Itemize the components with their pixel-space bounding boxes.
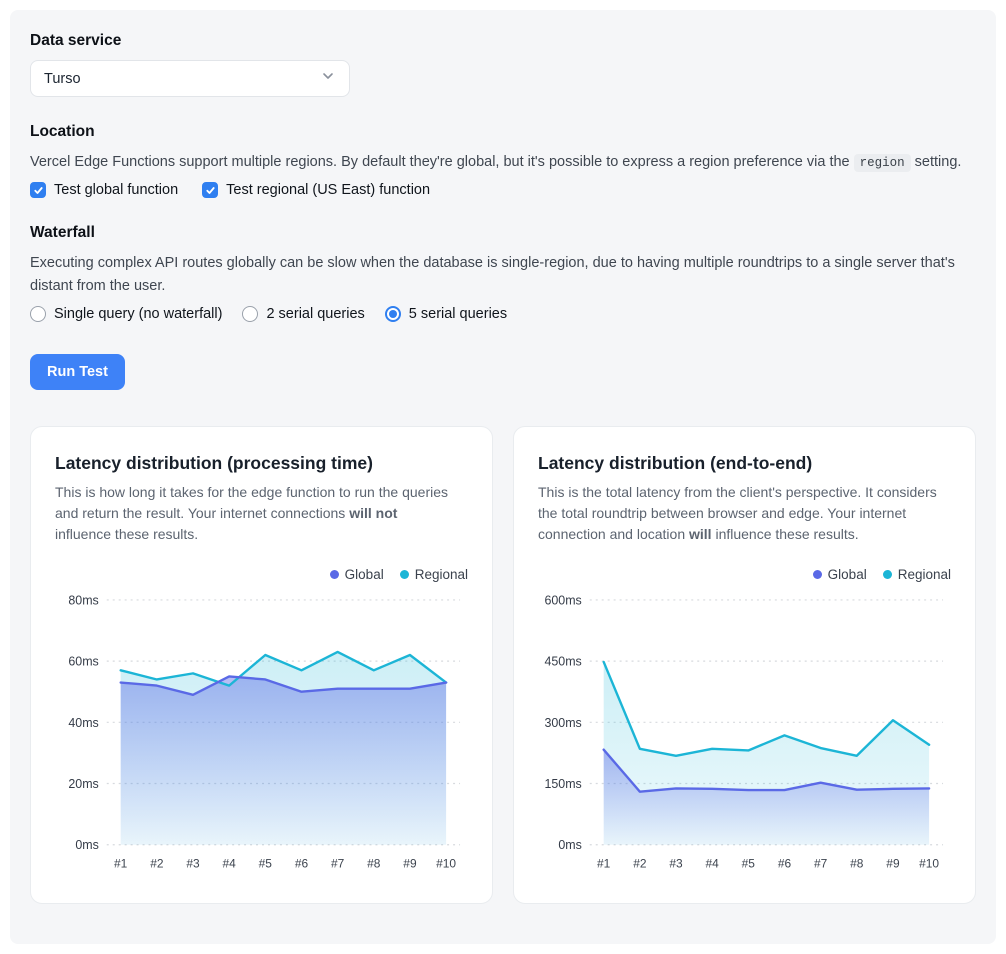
svg-text:#4: #4 [223,857,237,871]
svg-text:600ms: 600ms [544,594,581,608]
checkbox-icon[interactable] [30,182,46,199]
radio-5-serial-queries[interactable]: 5 serial queries [384,306,508,323]
svg-text:#6: #6 [778,857,792,871]
location-label: Location [30,123,95,140]
location-checkbox-group: Test global function Test regional (US E… [30,182,976,199]
radio-icon[interactable] [30,306,46,323]
checkbox-icon[interactable] [202,182,219,199]
data-service-select[interactable]: Turso [30,60,350,97]
chevron-down-icon [320,68,336,89]
app-container: Data service Turso Location Vercel Edge … [10,10,996,944]
card-description: This is how long it takes for the edge f… [55,484,449,543]
waterfall-radio-group: Single query (no waterfall) 2 serial que… [30,306,976,323]
radio-icon[interactable] [242,306,259,323]
checkbox-label: Test regional (US East) function [226,182,431,199]
regional-series-dot-icon [399,570,409,580]
radio-2-serial-queries[interactable]: 2 serial queries [242,306,365,323]
svg-text:#2: #2 [633,857,647,871]
svg-text:60ms: 60ms [68,655,98,669]
svg-text:#8: #8 [367,857,381,871]
radio-icon[interactable] [384,306,401,323]
chart-legend: Global Regional [55,567,468,582]
legend-item-regional: Regional [399,567,468,582]
svg-text:40ms: 40ms [68,716,98,730]
svg-text:0ms: 0ms [558,839,581,853]
svg-text:#7: #7 [331,857,345,871]
run-test-button[interactable]: Run Test [30,354,125,391]
card-description: This is the total latency from the clien… [538,484,937,543]
svg-text:450ms: 450ms [544,655,581,669]
latency-processing-chart: 0ms 20ms 40ms 60ms 80ms #1 #2 #3 #4 #5 #6 #7 #8 #9 #10 [68,594,461,871]
svg-text:80ms: 80ms [68,594,98,608]
regional-series-dot-icon [882,570,892,580]
svg-text:#5: #5 [259,857,273,871]
svg-text:#8: #8 [850,857,864,871]
svg-text:#5: #5 [742,857,756,871]
legend-item-global: Global [812,567,867,582]
global-series-dot-icon [329,570,339,580]
svg-text:#1: #1 [597,857,611,871]
svg-text:#1: #1 [114,857,128,871]
radio-label: Single query (no waterfall) [54,306,223,323]
card-title: Latency distribution (end-to-end) [538,453,813,474]
svg-text:0ms: 0ms [75,839,98,853]
svg-text:#7: #7 [814,857,828,871]
svg-text:#3: #3 [669,857,683,871]
svg-text:#9: #9 [403,857,417,871]
svg-text:20ms: 20ms [68,777,98,791]
checkbox-test-regional[interactable]: Test regional (US East) function [202,182,431,199]
charts-row: Latency distribution (processing time) T… [30,426,976,904]
checkbox-test-global[interactable]: Test global function [30,182,179,199]
svg-text:#9: #9 [886,857,900,871]
data-service-selected-value: Turso [44,70,81,87]
checkbox-label: Test global function [54,182,179,199]
chart-legend: Global Regional [538,567,951,582]
global-series-dot-icon [812,570,822,580]
svg-text:#6: #6 [295,857,309,871]
data-service-label: Data service [30,32,122,49]
card-latency-processing: Latency distribution (processing time) T… [30,426,493,904]
svg-text:#10: #10 [919,857,939,871]
svg-text:#2: #2 [150,857,164,871]
radio-single-query[interactable]: Single query (no waterfall) [30,306,223,323]
card-title: Latency distribution (processing time) [55,453,373,474]
legend-item-global: Global [329,567,384,582]
svg-text:150ms: 150ms [544,777,581,791]
svg-text:#10: #10 [436,857,456,871]
latency-end-to-end-chart: 0ms 150ms 300ms 450ms 600ms #1 #2 #3 #4 #5 #6 #7 #8 #… [544,594,944,871]
legend-item-regional: Regional [882,567,951,582]
radio-label: 2 serial queries [266,306,365,323]
waterfall-description: Executing complex API routes globally ca… [30,255,955,294]
svg-text:#3: #3 [186,857,200,871]
waterfall-label: Waterfall [30,224,95,242]
svg-text:300ms: 300ms [544,716,581,730]
svg-text:#4: #4 [706,857,720,871]
radio-label: 5 serial queries [408,306,508,323]
location-description: Vercel Edge Functions support multiple r… [30,154,962,172]
region-code-chip: region [853,154,911,172]
card-latency-end-to-end: Latency distribution (end-to-end) This i… [513,426,976,904]
